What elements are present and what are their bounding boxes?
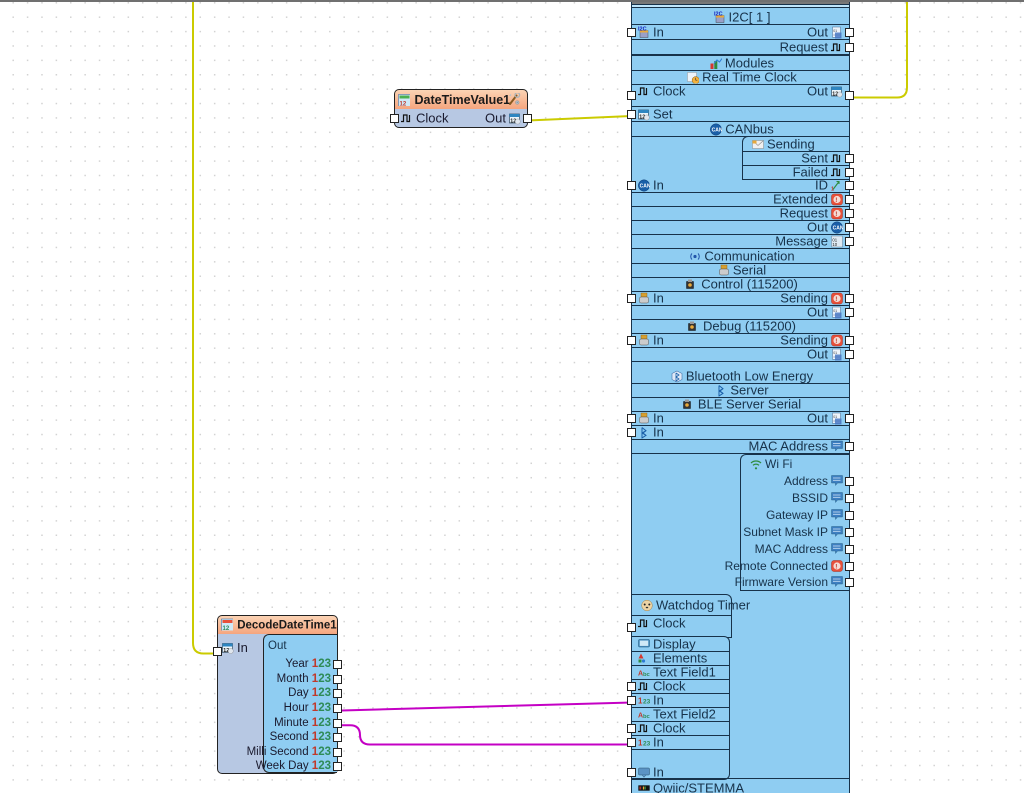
svg-text:12: 12	[223, 626, 230, 631]
svg-text:12: 12	[400, 101, 407, 106]
